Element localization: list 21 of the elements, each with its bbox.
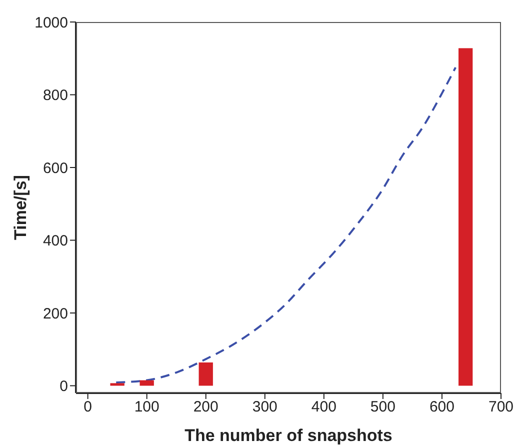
bar	[458, 48, 473, 386]
bar	[110, 383, 124, 386]
x-tick-label: 600	[429, 398, 454, 416]
bar	[198, 362, 213, 386]
x-tick-label: 0	[84, 398, 92, 416]
bar	[140, 380, 154, 386]
x-tick-label: 500	[370, 398, 396, 416]
y-tick-label: 1000	[34, 14, 68, 32]
x-tick-label: 200	[193, 398, 218, 416]
y-tick-label: 800	[42, 87, 68, 104]
x-axis-title: The number of snapshots	[184, 426, 392, 445]
line-series	[115, 66, 457, 384]
x-tick-label: 300	[252, 398, 278, 416]
x-tick-label: 400	[311, 398, 336, 416]
y-tick-label: 600	[42, 160, 68, 177]
x-tick-label: 700	[488, 398, 514, 416]
y-tick-label: 200	[42, 305, 68, 322]
x-tick-label: 100	[134, 398, 160, 416]
y-axis-title: Time/[s]	[11, 175, 30, 240]
y-tick-label: 0	[60, 378, 68, 396]
y-tick-label: 400	[42, 232, 68, 250]
